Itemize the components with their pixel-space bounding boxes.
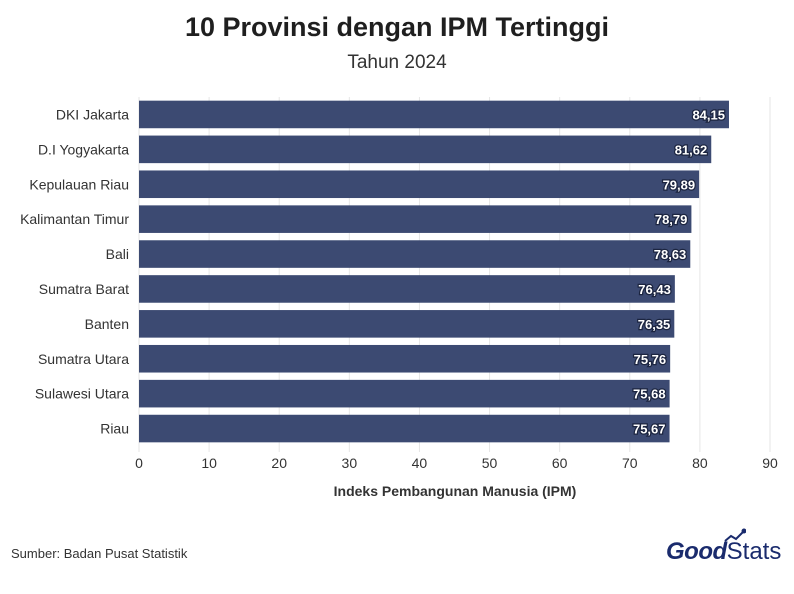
category-label: Bali — [106, 246, 129, 262]
data-label: 84,15 — [692, 107, 725, 122]
data-label: 75,68 — [633, 387, 666, 402]
x-tick-label: 40 — [412, 455, 428, 471]
category-labels: DKI Jakarta D.I Yogyakarta Kepulauan Riau K… — [20, 106, 129, 436]
category-label: Sulawesi Utara — [35, 386, 129, 402]
brand-good: Good — [666, 538, 727, 565]
bar — [139, 240, 691, 268]
category-label: D.I Yogyakarta — [38, 141, 129, 157]
bar — [139, 170, 700, 199]
brand-stats: Stats — [726, 538, 782, 565]
data-label: 78,63 — [654, 247, 687, 262]
x-tick-label: 20 — [271, 455, 287, 471]
x-tick-label: 10 — [201, 455, 217, 471]
bar — [139, 379, 670, 408]
x-tick-label: 90 — [762, 455, 778, 471]
trend-icon — [724, 528, 746, 542]
data-label: 76,43 — [638, 282, 671, 297]
data-label: 75,76 — [634, 352, 667, 367]
x-axis-title: Indeks Pembangunan Manusia (IPM) — [334, 483, 577, 499]
data-label: 75,67 — [633, 422, 666, 437]
x-tick-label: 80 — [692, 455, 708, 471]
x-tick-label: 60 — [552, 455, 568, 471]
category-label: Sumatra Utara — [38, 351, 129, 367]
category-label: DKI Jakarta — [56, 106, 129, 122]
x-tick-label: 30 — [342, 455, 358, 471]
bar — [139, 344, 671, 373]
data-label: 79,89 — [663, 177, 696, 192]
category-label: Banten — [85, 316, 129, 332]
bar — [139, 275, 675, 303]
bar — [139, 414, 670, 443]
x-tick-label: 70 — [622, 455, 638, 471]
category-label: Kepulauan Riau — [29, 176, 129, 192]
bar — [139, 310, 675, 338]
source-note: Sumber: Badan Pusat Statistik — [11, 546, 188, 561]
category-label: Kalimantan Timur — [20, 211, 129, 227]
x-tick-label: 0 — [135, 455, 143, 471]
bar — [139, 135, 712, 164]
category-label: Riau — [100, 421, 129, 437]
chart-title: 10 Provinsi dengan IPM Tertinggi — [184, 12, 610, 42]
bar — [139, 100, 729, 129]
x-axis-ticks: 0 10 20 30 40 50 60 70 80 90 — [135, 455, 778, 471]
data-label: 81,62 — [675, 142, 708, 157]
category-label: Sumatra Barat — [39, 281, 129, 297]
data-label: 78,79 — [655, 212, 688, 227]
bar — [139, 205, 692, 233]
x-tick-label: 50 — [482, 455, 498, 471]
chart-subtitle: Tahun 2024 — [347, 52, 447, 73]
bars: 84,15 81,62 79,89 78,79 78,63 76,43 76,35 75,76… — [139, 100, 729, 443]
data-label: 76,35 — [638, 317, 671, 332]
goodstats-logo: GoodStats — [666, 528, 782, 566]
